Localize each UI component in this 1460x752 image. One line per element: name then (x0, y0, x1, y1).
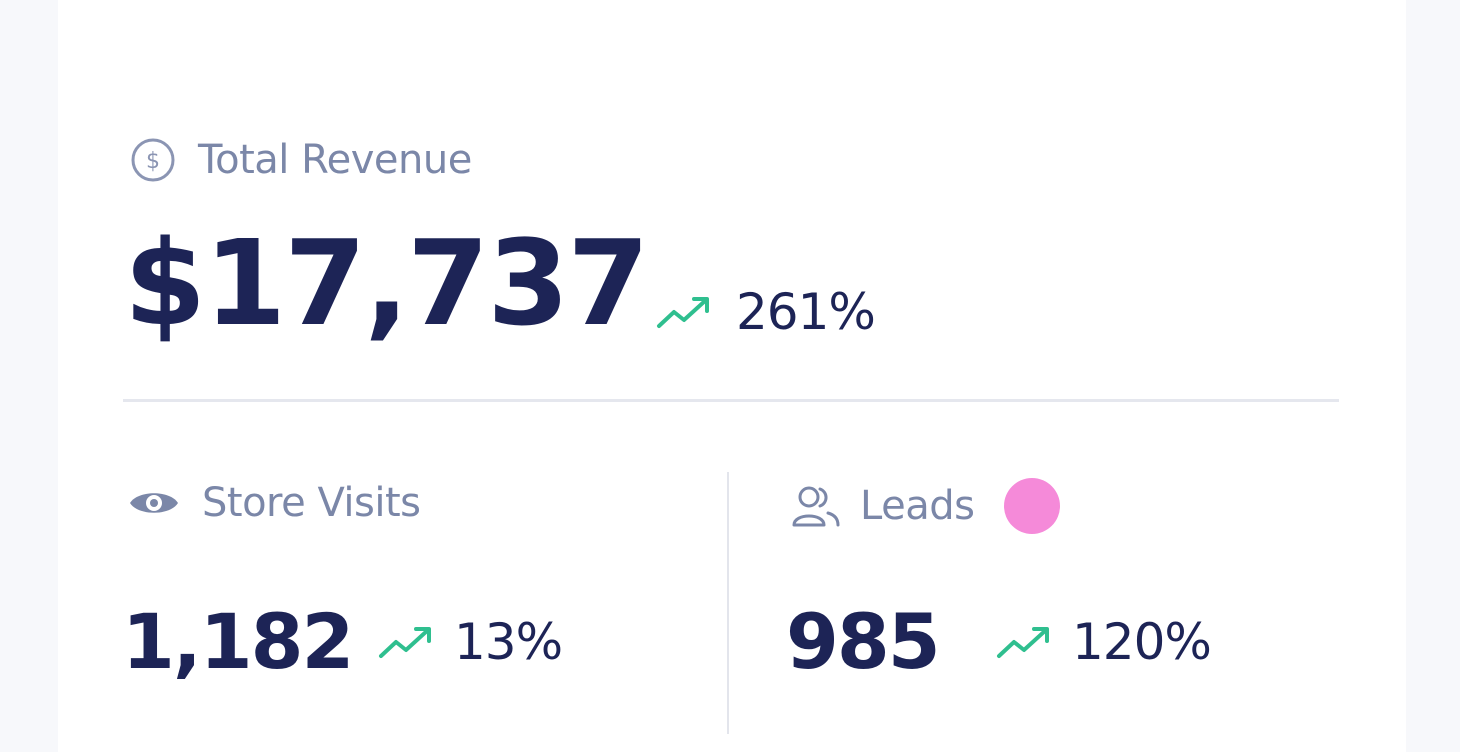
leads-change: 120% (1072, 613, 1212, 671)
leads-header: Leads (790, 476, 1061, 536)
revenue-value-row: $17,737 (124, 214, 649, 352)
users-icon (790, 483, 842, 529)
visits-trend: 13% (378, 612, 563, 672)
visits-value: 1,182 (122, 596, 354, 686)
horizontal-divider (123, 399, 1339, 402)
status-indicator-dot (1004, 478, 1061, 534)
svg-text:$: $ (146, 149, 160, 174)
trend-up-icon (656, 294, 714, 330)
visits-header: Store Visits (128, 478, 421, 528)
leads-trend: 120% (996, 612, 1212, 672)
eye-icon (128, 486, 180, 520)
revenue-header: $ Total Revenue (130, 136, 472, 184)
revenue-change: 261% (736, 283, 876, 341)
leads-label: Leads (860, 483, 975, 529)
visits-value-row: 1,182 (122, 596, 354, 686)
visits-label: Store Visits (202, 480, 421, 526)
dollar-circle-icon: $ (130, 137, 176, 183)
trend-up-icon (378, 624, 436, 660)
stats-card (58, 0, 1406, 752)
revenue-label: Total Revenue (198, 137, 472, 183)
leads-value-row: 985 (786, 596, 941, 686)
revenue-value: $17,737 (124, 214, 649, 352)
vertical-divider (727, 472, 729, 734)
revenue-trend: 261% (656, 282, 876, 342)
trend-up-icon (996, 624, 1054, 660)
visits-change: 13% (454, 613, 563, 671)
leads-value: 985 (786, 596, 941, 686)
